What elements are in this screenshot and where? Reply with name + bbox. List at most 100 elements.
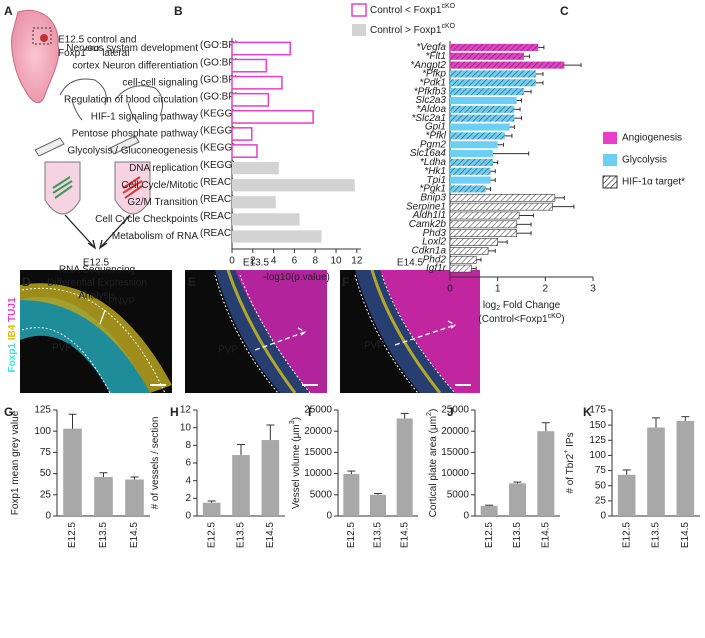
y-tick-label: 5000 [310,489,333,500]
y-axis-label-part: Foxp1 mean grey value [10,410,21,515]
legend-sup: cKO [441,23,455,30]
image-label: PVP [218,345,238,356]
y-tick-label: 175 [589,405,606,416]
x-tick-label: E12.5 [346,522,357,549]
category-label: Cdkn1a [412,246,447,257]
category-tag: (REAC) [200,194,234,205]
y-tick-label: 150 [589,420,606,431]
x-tick-label: E14.5 [265,522,276,549]
x-tick-label: 2 [250,256,256,267]
bar [231,109,314,124]
bar [202,502,221,516]
x-axis-label-part: (Control<Foxp1 [478,314,548,325]
category-label: Phd3 [423,228,447,239]
bar [261,440,280,516]
diagram-text-part: cKO [86,46,100,53]
bar [232,213,300,226]
category-label: Cell Cycle Checkpoints [95,214,198,225]
bar [231,41,292,56]
bar-hatch [450,70,536,78]
stain-label: Foxp1 IB4 TUJ1 [7,297,18,372]
category-label: Gpi1 [425,122,446,133]
legend-swatch [603,132,617,144]
category-tag: (KEGG) [200,109,236,120]
x-tick-label: E12.5 [621,522,632,549]
diagram-step: Differential Expression [47,278,147,289]
x-axis-label-part: cKO [548,313,562,320]
diagram-text: Foxp1cKO lateral [58,46,129,59]
bar [370,494,386,516]
x-axis-label-part: ) [561,314,564,325]
category-label: Pentose phosphate pathway [72,129,198,140]
x-tick-label: E14.5 [540,522,551,549]
bar-hatch [450,185,486,193]
bar [94,476,113,516]
y-tick-label: 0 [326,511,332,522]
y-tick-label: 25000 [304,405,332,416]
diagram-step: RNA Sequencing [59,265,135,276]
category-label: *Pfkfb3 [414,86,447,97]
bar [231,127,253,141]
category-label: Regulation of blood circulation [64,94,198,105]
bar [676,420,695,516]
stain: Foxp1 [7,343,18,373]
bar-hatch [450,61,565,69]
bar [450,141,498,149]
category-tag: (GO:BP) [200,91,238,102]
stain: IB4 [7,324,18,340]
x-axis-label: (Control<Foxp1cKO) [478,313,564,325]
category-label: *Aldoa [417,104,447,115]
bar-hatch [450,194,555,202]
bar [232,455,250,516]
y-axis-label: # of vessels / section [150,417,161,510]
x-tick-label: 12 [351,256,363,267]
diagram-text-part: Foxp1 [58,48,86,59]
diagram-text-part: lateral [99,48,129,59]
category-label: *Vegfa [416,42,446,53]
panel-label: K [583,405,592,419]
image-label: PVP [364,341,384,352]
y-axis-label: Cortical plate area (μm2) [426,409,439,518]
y-tick-label: 10 [180,422,192,433]
bar-hatch [450,105,515,113]
bar [343,474,360,516]
y-tick-label: 125 [34,405,51,416]
bar [231,75,283,90]
bar-hatch [450,79,536,87]
image-label: PVP [52,343,72,354]
y-axis-label-part: 2 [426,412,433,416]
y-axis-label-part: # of Tbr2 [565,453,576,493]
legend-swatch [351,3,367,17]
bar-hatch [450,43,539,51]
category-label: *Pdk1 [419,77,446,88]
x-tick-label: 2 [543,284,549,295]
image-label: PNVP [108,297,136,308]
panel-label: D [22,275,31,289]
bar [231,92,270,107]
image-title: E12.5 [83,258,110,269]
x-tick-label: E13.5 [373,522,384,549]
bar-hatch [450,158,493,166]
panel-label: G [4,405,13,419]
y-tick-label: 20000 [441,426,469,437]
bar-hatch [450,256,477,264]
image-title: E14.5 [397,258,424,269]
bar [537,431,555,516]
bar-hatch [450,229,517,237]
bar [647,427,665,516]
x-tick-label: E13.5 [98,522,109,549]
panel-label: J [447,405,454,419]
category-label: *Hk1 [424,166,446,177]
panel-label: E [188,275,196,289]
legend-label: Glycolysis [622,155,667,166]
x-tick-label: 8 [312,256,318,267]
bar [232,230,322,243]
y-axis-label-part: # of vessels / section [150,417,161,510]
category-label: Glycolysis / Gluconeogenesis [67,146,198,157]
y-tick-label: 6 [185,458,191,469]
category-tag: (GO:BP) [200,74,238,85]
bar-hatch [450,88,524,96]
x-axis-label-part: -log10(p.value) [263,272,330,283]
category-label: HIF-1 signaling pathway [91,112,198,123]
